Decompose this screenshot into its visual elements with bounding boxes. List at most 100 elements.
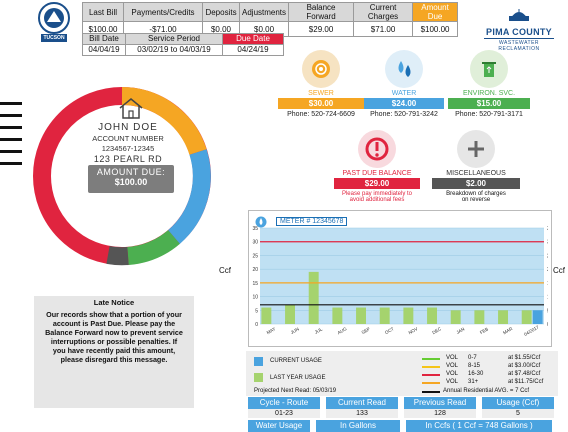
value-amount-due: $100.00 [412, 21, 459, 37]
donut-environ-segment [126, 229, 180, 265]
stat-header-2: In Gallons [316, 420, 400, 432]
x-tick-label: JAN [455, 326, 465, 335]
bill-dates-table: Bill Date Service Period Due Date 04/04/… [82, 33, 284, 56]
late-notice-line-3: Balance Forward now to prevent service [45, 328, 183, 337]
legend-current-swatch [254, 357, 263, 366]
late-notice-line-1: Our records show that a portion of your [46, 310, 182, 319]
pima-county-logo: PIMA COUNTY WASTEWATER RECLAMATION [478, 8, 560, 52]
water-amount: $24.00 [364, 98, 444, 109]
value-due-date: 04/24/19 [222, 44, 284, 56]
header-bill-date: Bill Date [82, 33, 126, 45]
alert-icon [358, 130, 396, 168]
trash-can-icon [470, 50, 508, 88]
bar-last-year [332, 307, 343, 324]
tier-rate: at $1.55/Ccf [508, 355, 541, 361]
sewer-amount: $30.00 [278, 98, 364, 109]
past-due-section: PAST DUE BALANCE $29.00 Please pay immed… [334, 130, 420, 203]
water-drop-icon [385, 50, 423, 88]
y-tick-label: 0 [255, 322, 258, 328]
tier-range: 0-7 [468, 355, 477, 361]
value-current-charges: $71.00 [353, 21, 414, 37]
x-tick-label: JUL [314, 326, 324, 335]
header-service-period: Service Period [125, 33, 223, 45]
tier-vol: VOL [446, 379, 459, 385]
stat-header-2: In Ccfs ( 1 Ccf = 748 Gallons ) [406, 420, 552, 432]
y-tick-label-right: 5 [547, 308, 548, 314]
tier-range: 8-15 [468, 363, 481, 369]
x-tick-label: NOV [408, 326, 419, 335]
tier-vol: VOL [446, 355, 459, 361]
y-tick-label-right: 15 [547, 281, 548, 287]
pima-name: PIMA COUNTY [486, 27, 552, 37]
usage-bar-chart: 0 0 5 5 10 10 15 15 20 20 25 25 30 30 35 35 MAY JUN JUL AUG… [252, 226, 548, 337]
x-tick-label: 04/2017 [523, 324, 540, 337]
bar-last-year [427, 307, 437, 324]
tier-vol: VOL [446, 371, 459, 377]
tier-swatch [422, 366, 440, 368]
misc-note-1: Breakdown of charges [446, 191, 506, 197]
avg-line-swatch [422, 391, 440, 393]
stat-header: Previous Read [404, 397, 476, 409]
stat-header-2: Water Usage [248, 420, 310, 432]
x-tick-label: MAY [266, 326, 277, 335]
header-payments: Payments/Credits [123, 2, 203, 22]
past-due-label: PAST DUE BALANCE [342, 170, 412, 177]
header-amount-due: Amount Due [412, 2, 459, 22]
bar-last-year [403, 307, 414, 324]
past-due-note-1: Please pay immediately to [341, 191, 413, 197]
misc-label: MISCELLANEOUS [446, 170, 506, 177]
legend-last-year-swatch [254, 373, 263, 382]
tier-range: 31+ [468, 379, 479, 385]
x-tick-label: DEC [431, 326, 442, 335]
x-tick-label: JUN [290, 326, 300, 335]
donut-sewer-segment [121, 87, 207, 155]
y-tick-label-right: 25 [547, 253, 548, 259]
environ-amount: $15.00 [448, 98, 530, 109]
x-tick-label: SEP [361, 326, 371, 335]
tier-swatch [422, 374, 440, 376]
miscellaneous-section: MISCELLANEOUS $2.00 Breakdown of charges… [432, 130, 520, 203]
past-due-amount: $29.00 [334, 178, 420, 189]
late-notice-line-6: please disregard this message. [60, 355, 168, 364]
tier-range: 16-30 [468, 371, 484, 377]
y-tick-label: 20 [252, 267, 258, 273]
bar-last-year [498, 310, 508, 324]
y-tick-label-right: 35 [547, 226, 548, 232]
tier-swatch [422, 382, 440, 384]
environ-phone: Phone: 520-791-3171 [455, 111, 523, 118]
bar-current [532, 310, 543, 324]
water-phone: Phone: 520-791-3242 [370, 111, 438, 118]
water-service[interactable]: WATER $24.00 Phone: 520-791-3242 [364, 50, 444, 118]
y-tick-label: 30 [252, 240, 258, 246]
late-notice-title: Late Notice [93, 298, 135, 307]
header-balance-forward: Balance Forward [288, 2, 355, 22]
charges-donut-chart [33, 87, 211, 266]
sewer-phone: Phone: 520-724-6609 [287, 111, 355, 118]
stat-header: Cycle - Route [248, 397, 320, 409]
account-number-label: ACCOUNT NUMBER [92, 134, 164, 143]
bar-last-year [308, 271, 319, 324]
late-notice-line-4: interruptions or possible penalties. If [50, 337, 178, 346]
bar-last-year [285, 304, 295, 324]
late-notice-line-2: account is Past Due. Please pay the [52, 319, 176, 328]
header-current-charges: Current Charges [353, 2, 414, 22]
pima-sub: WASTEWATER RECLAMATION [498, 40, 540, 52]
y-tick-label-right: 10 [547, 295, 548, 301]
tier-vol: VOL [446, 363, 459, 369]
environ-service[interactable]: ENVIRON. SVC. $15.00 Phone: 520-791-3171 [448, 50, 530, 118]
sewer-label: SEWER [308, 90, 334, 97]
tier-rate: at $11.75/Ccf [508, 379, 544, 385]
meter-number: METER # 12345678 [276, 217, 348, 226]
tier-rate: at $3.00/Ccf [508, 363, 541, 369]
plus-icon [457, 130, 495, 168]
tier-rate: at $7.48/Ccf [508, 371, 541, 377]
y-tick-label-right: 20 [547, 267, 548, 273]
bar-last-year [521, 310, 532, 324]
y-axis-label-left: Ccf [219, 266, 231, 275]
sewer-service[interactable]: SEWER $30.00 Phone: 520-724-6609 [278, 50, 364, 118]
header-last-bill: Last Bill [82, 2, 124, 22]
late-notice-line-5: you have recently paid this amount, [52, 346, 176, 355]
menu-icon[interactable] [0, 100, 24, 170]
amount-due-label: AMOUNT DUE: [96, 167, 166, 177]
x-tick-label: AUG [337, 326, 348, 335]
